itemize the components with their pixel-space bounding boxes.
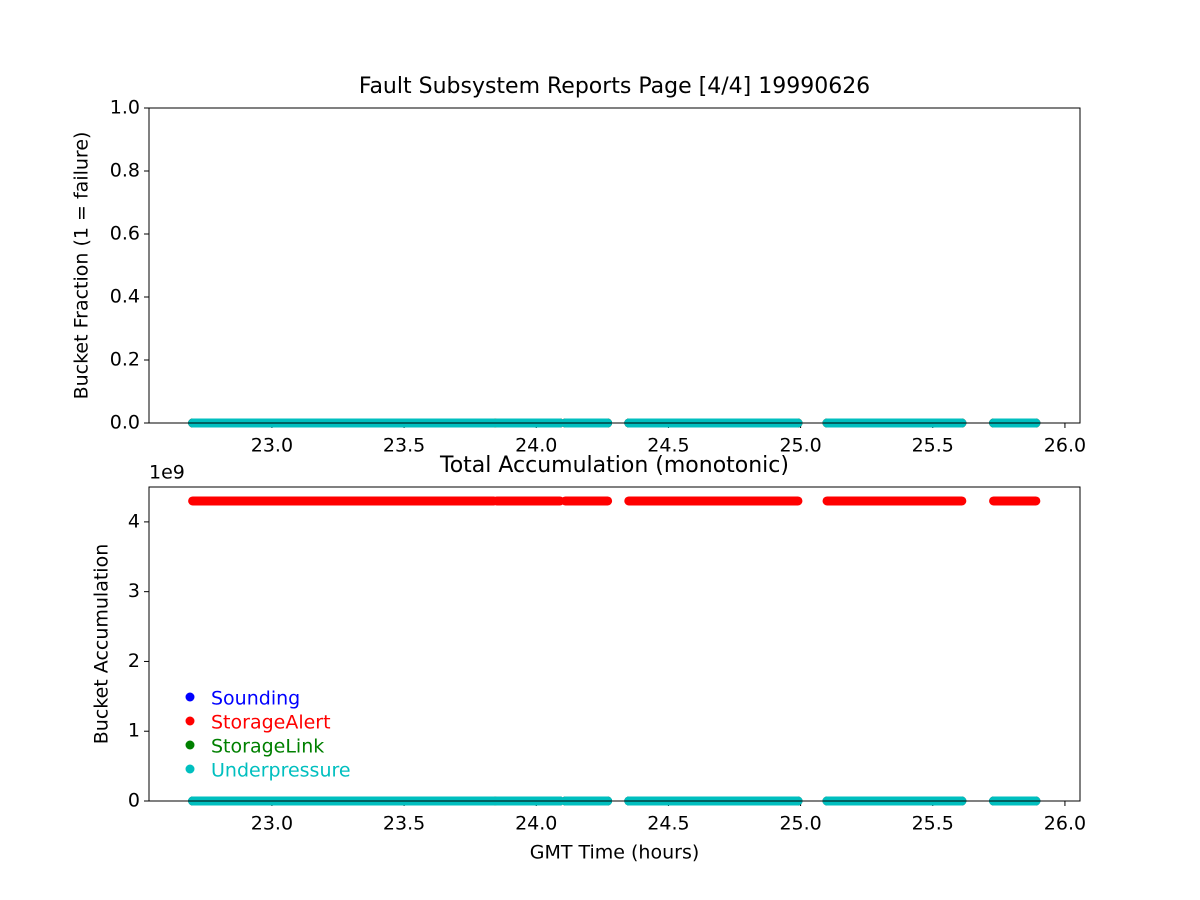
x-tick-label: 25.0	[779, 435, 821, 457]
y-tick-label: 1	[128, 720, 140, 742]
y-tick-label: 1.0	[110, 97, 140, 119]
legend-label: Underpressure	[211, 760, 351, 782]
legend-label: Sounding	[211, 688, 300, 710]
x-tick-label: 26.0	[1044, 435, 1086, 457]
x-tick-label: 24.0	[515, 435, 557, 457]
x-tick-label: 23.0	[251, 435, 293, 457]
chart-title: Fault Subsystem Reports Page [4/4] 19990…	[359, 74, 870, 99]
legend-marker	[185, 692, 195, 702]
y-tick-label: 2	[128, 650, 140, 672]
x-tick-label: 23.0	[251, 813, 293, 835]
axes-frame	[148, 486, 1081, 802]
y-tick-label: 4	[128, 510, 140, 532]
y-tick-label: 0.0	[110, 412, 140, 434]
x-tick-label: 23.5	[383, 813, 425, 835]
y-tick-label: 0.6	[110, 223, 140, 245]
x-tick-label: 25.5	[912, 435, 954, 457]
x-tick-label: 23.5	[383, 435, 425, 457]
x-axis-label: GMT Time (hours)	[530, 842, 700, 864]
y-tick-label: 0	[128, 790, 140, 812]
y-axis-label: Bucket Fraction (1 = failure)	[71, 132, 93, 400]
legend-marker	[185, 764, 195, 774]
y-tick-label: 0.2	[110, 349, 140, 371]
x-tick-label: 24.0	[515, 813, 557, 835]
legend-marker	[185, 716, 195, 726]
y-axis-label: Bucket Accumulation	[91, 544, 113, 745]
chart-title: Total Accumulation (monotonic)	[439, 453, 789, 478]
x-tick-label: 25.0	[779, 813, 821, 835]
y-offset-label: 1e9	[149, 462, 185, 484]
axes-frame	[148, 107, 1081, 424]
x-tick-label: 26.0	[1044, 813, 1086, 835]
y-tick-label: 0.4	[110, 286, 140, 308]
x-tick-label: 24.5	[647, 813, 689, 835]
x-tick-label: 25.5	[912, 813, 954, 835]
legend-marker	[185, 740, 195, 750]
y-tick-label: 3	[128, 580, 140, 602]
legend-label: StorageLink	[211, 736, 324, 758]
x-tick-label: 24.5	[647, 435, 689, 457]
y-tick-label: 0.8	[110, 160, 140, 182]
legend-label: StorageAlert	[211, 712, 331, 734]
